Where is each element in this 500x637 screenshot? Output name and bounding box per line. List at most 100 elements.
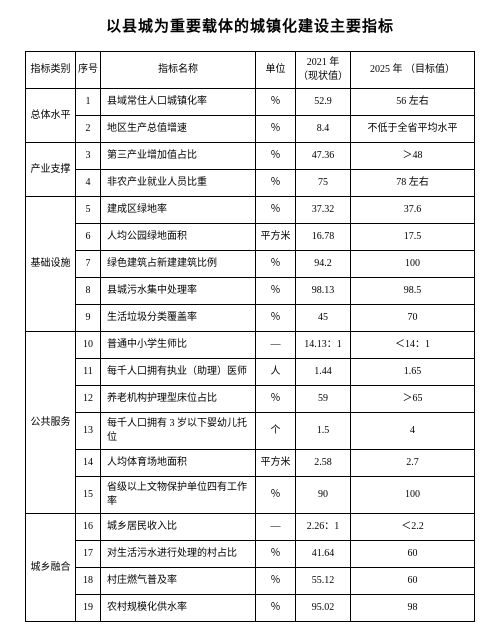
table-row: 7绿色建筑占新建建筑比例％94.2100 <box>26 251 475 278</box>
cell-seq: 17 <box>76 541 101 568</box>
cell-indicator-name: 地区生产总值增速 <box>101 116 256 143</box>
cell-seq: 16 <box>76 514 101 541</box>
cell-unit: ％ <box>256 278 296 305</box>
cell-indicator-name: 人均体育场地面积 <box>101 450 256 477</box>
header-seq: 序号 <box>76 52 101 89</box>
cell-category: 产业支撑 <box>26 143 76 197</box>
table-row: 4非农产业就业人员比重％7578 左右 <box>26 170 475 197</box>
cell-2021: 90 <box>296 477 351 514</box>
cell-2025: ＞48 <box>351 143 475 170</box>
cell-seq: 5 <box>76 197 101 224</box>
table-row: 2地区生产总值增速％8.4不低于全省平均水平 <box>26 116 475 143</box>
cell-2021: 1.5 <box>296 413 351 450</box>
table-row: 11每千人口拥有执业（助理）医师人1.441.65 <box>26 359 475 386</box>
cell-2021: 75 <box>296 170 351 197</box>
table-row: 总体水平1县域常住人口城镇化率％52.956 左右 <box>26 89 475 116</box>
cell-indicator-name: 人均公园绿地面积 <box>101 224 256 251</box>
table-row: 8县城污水集中处理率％98.1398.5 <box>26 278 475 305</box>
cell-unit: 平方米 <box>256 450 296 477</box>
cell-indicator-name: 每千人口拥有执业（助理）医师 <box>101 359 256 386</box>
cell-2021: 94.2 <box>296 251 351 278</box>
table-row: 12养老机构护理型床位占比％59＞65 <box>26 386 475 413</box>
cell-unit: 平方米 <box>256 224 296 251</box>
cell-2021: 8.4 <box>296 116 351 143</box>
header-2021: 2021 年 （现状值） <box>296 52 351 89</box>
indicator-table: 指标类别 序号 指标名称 单位 2021 年 （现状值） 2025 年 （目标值… <box>25 51 475 622</box>
header-2025: 2025 年 （目标值） <box>351 52 475 89</box>
cell-2025: 70 <box>351 305 475 332</box>
cell-seq: 13 <box>76 413 101 450</box>
table-row: 15省级以上文物保护单位四有工作率％90100 <box>26 477 475 514</box>
table-row: 14人均体育场地面积平方米2.582.7 <box>26 450 475 477</box>
cell-2025: 17.5 <box>351 224 475 251</box>
table-row: 18村庄燃气普及率％55.1260 <box>26 568 475 595</box>
cell-2025: ＜14：1 <box>351 332 475 359</box>
cell-seq: 14 <box>76 450 101 477</box>
table-row: 19农村规模化供水率％95.0298 <box>26 595 475 622</box>
cell-2025: ＜2.2 <box>351 514 475 541</box>
cell-seq: 8 <box>76 278 101 305</box>
table-row: 城乡融合16城乡居民收入比—2.26：1＜2.2 <box>26 514 475 541</box>
cell-2021: 52.9 <box>296 89 351 116</box>
cell-2025: 78 左右 <box>351 170 475 197</box>
cell-unit: ％ <box>256 568 296 595</box>
cell-2021: 1.44 <box>296 359 351 386</box>
cell-unit: — <box>256 514 296 541</box>
table-row: 9生活垃圾分类覆盖率％4570 <box>26 305 475 332</box>
cell-category: 公共服务 <box>26 332 76 514</box>
cell-indicator-name: 村庄燃气普及率 <box>101 568 256 595</box>
cell-unit: ％ <box>256 477 296 514</box>
cell-2025: 1.65 <box>351 359 475 386</box>
cell-seq: 2 <box>76 116 101 143</box>
cell-indicator-name: 非农产业就业人员比重 <box>101 170 256 197</box>
cell-2025: 98.5 <box>351 278 475 305</box>
cell-indicator-name: 县域常住人口城镇化率 <box>101 89 256 116</box>
cell-indicator-name: 生活垃圾分类覆盖率 <box>101 305 256 332</box>
header-unit: 单位 <box>256 52 296 89</box>
cell-2025: 56 左右 <box>351 89 475 116</box>
cell-unit: 人 <box>256 359 296 386</box>
table-row: 公共服务10普通中小学生师比—14.13：1＜14：1 <box>26 332 475 359</box>
table-row: 6人均公园绿地面积平方米16.7817.5 <box>26 224 475 251</box>
cell-2025: 37.6 <box>351 197 475 224</box>
cell-unit: — <box>256 332 296 359</box>
cell-unit: ％ <box>256 89 296 116</box>
cell-unit: ％ <box>256 170 296 197</box>
cell-category: 基础设施 <box>26 197 76 332</box>
table-row: 产业支撑3第三产业增加值占比％47.36＞48 <box>26 143 475 170</box>
table-row: 13每千人口拥有 3 岁以下婴幼儿托位个1.54 <box>26 413 475 450</box>
cell-seq: 12 <box>76 386 101 413</box>
cell-2021: 2.58 <box>296 450 351 477</box>
cell-2025: ＞65 <box>351 386 475 413</box>
cell-seq: 15 <box>76 477 101 514</box>
cell-seq: 6 <box>76 224 101 251</box>
cell-indicator-name: 第三产业增加值占比 <box>101 143 256 170</box>
cell-seq: 11 <box>76 359 101 386</box>
cell-2025: 不低于全省平均水平 <box>351 116 475 143</box>
cell-unit: ％ <box>256 143 296 170</box>
cell-indicator-name: 省级以上文物保护单位四有工作率 <box>101 477 256 514</box>
cell-2021: 14.13：1 <box>296 332 351 359</box>
cell-2025: 2.7 <box>351 450 475 477</box>
cell-unit: 个 <box>256 413 296 450</box>
page-title: 以县城为重要载体的城镇化建设主要指标 <box>25 15 475 36</box>
cell-2021: 2.26：1 <box>296 514 351 541</box>
cell-unit: ％ <box>256 595 296 622</box>
cell-indicator-name: 养老机构护理型床位占比 <box>101 386 256 413</box>
cell-2021: 98.13 <box>296 278 351 305</box>
cell-2025: 100 <box>351 251 475 278</box>
cell-2021: 95.02 <box>296 595 351 622</box>
cell-unit: ％ <box>256 197 296 224</box>
cell-unit: ％ <box>256 116 296 143</box>
cell-indicator-name: 每千人口拥有 3 岁以下婴幼儿托位 <box>101 413 256 450</box>
cell-seq: 3 <box>76 143 101 170</box>
cell-2021: 59 <box>296 386 351 413</box>
cell-unit: ％ <box>256 251 296 278</box>
cell-2025: 60 <box>351 568 475 595</box>
cell-2025: 4 <box>351 413 475 450</box>
cell-seq: 19 <box>76 595 101 622</box>
header-category: 指标类别 <box>26 52 76 89</box>
cell-indicator-name: 对生活污水进行处理的村占比 <box>101 541 256 568</box>
cell-category: 总体水平 <box>26 89 76 143</box>
cell-indicator-name: 绿色建筑占新建建筑比例 <box>101 251 256 278</box>
